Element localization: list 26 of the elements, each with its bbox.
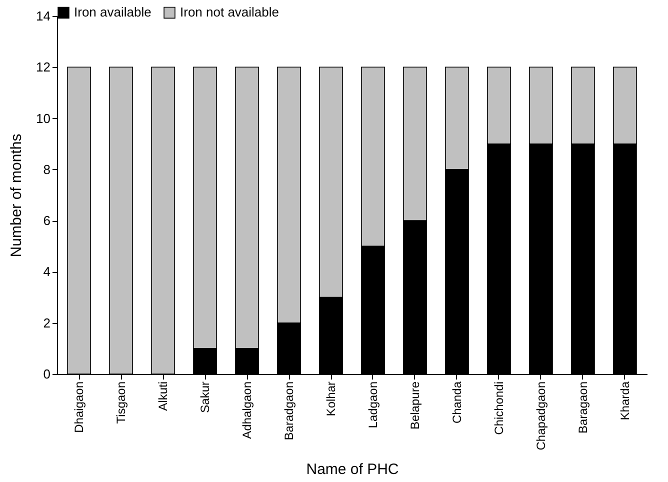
x-tick-label: Baragaon <box>576 382 590 434</box>
y-tick-label: 6 <box>43 213 50 228</box>
x-tick-label: Adhalgaon <box>240 382 254 439</box>
x-tick-label: Kolhar <box>324 381 338 416</box>
y-tick-label: 8 <box>43 162 50 177</box>
x-tick-label: Sakur <box>198 382 212 413</box>
x-tick-label: Kharda <box>618 381 632 420</box>
x-tick-label: Baradgaon <box>282 382 296 440</box>
y-tick-label: 2 <box>43 315 50 330</box>
y-tick-label: 4 <box>43 264 50 280</box>
legend-label: Iron not available <box>180 4 280 20</box>
y-tick-label: 0 <box>43 366 50 382</box>
x-tick-label: Dhaigaon <box>72 382 86 433</box>
y-tick-label: 14 <box>36 8 50 24</box>
y-axis-title: Number of months <box>8 134 26 258</box>
y-tick-label: 12 <box>36 60 50 75</box>
x-tick-label: Belapure <box>408 381 422 430</box>
x-tick-label: Alkuti <box>156 382 170 411</box>
x-tick-label: Chichondi <box>492 382 506 435</box>
x-tick-label: Chapadgaon <box>534 382 548 450</box>
legend-label: Iron available <box>74 4 152 20</box>
x-tick-label: Tisgaon <box>114 382 128 424</box>
x-axis-title: Name of PHC <box>306 461 399 478</box>
y-tick-label: 10 <box>36 110 50 126</box>
x-tick-label: Ladgaon <box>366 382 380 428</box>
x-tick-label: Chanda <box>450 381 464 424</box>
